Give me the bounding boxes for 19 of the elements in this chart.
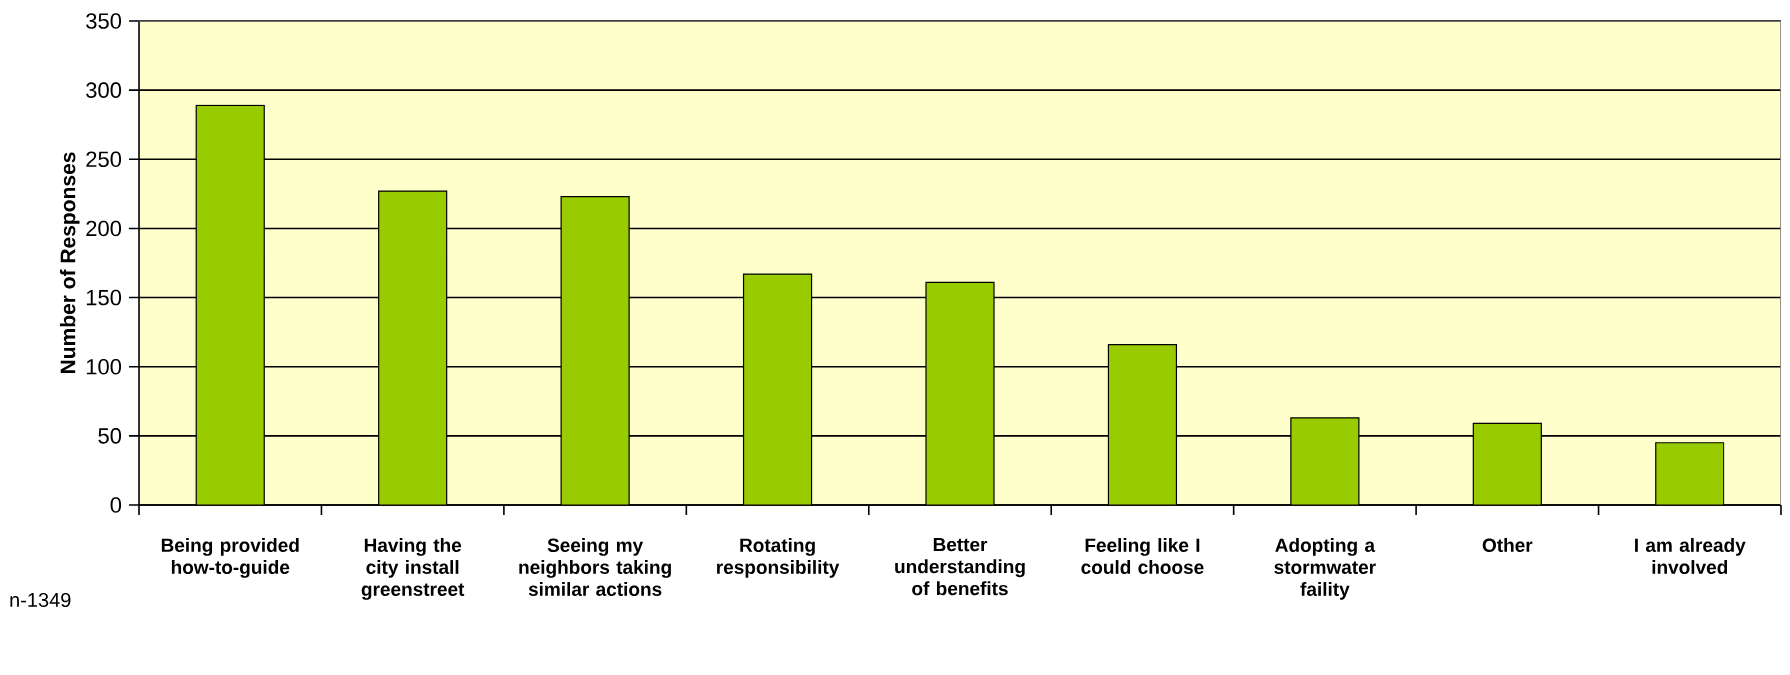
y-tick-label: 350 [86,13,122,29]
y-tick-label: 50 [98,428,122,444]
x-tick-label: Feeling like I could choose [1081,538,1204,575]
x-tick-label: Better understanding of benefits [895,538,1025,596]
y-tick-label: 250 [86,151,122,168]
x-tick-label: Other [1482,538,1533,553]
y-tick-label: 0 [110,497,122,513]
y-axis-title: Number of Responses [59,152,80,374]
x-tick-label: Seeing my neighbors taking similar actions [519,538,671,597]
x-tick-label: Being provided how-to-guide [161,538,299,578]
x-tick-label: Rotating responsibility [717,538,840,578]
x-tick-label: Having the city install greenstreet [361,538,465,600]
text: n-1349 [10,592,71,608]
y-tick-label: 100 [86,358,122,375]
x-tick-label: I am already involved [1635,538,1746,575]
x-tick-label: Adopting a stormwater faility [1274,538,1376,600]
y-tick-label: 200 [86,220,122,237]
y-tick-label: 300 [86,82,122,98]
y-tick-label: 150 [86,289,122,306]
